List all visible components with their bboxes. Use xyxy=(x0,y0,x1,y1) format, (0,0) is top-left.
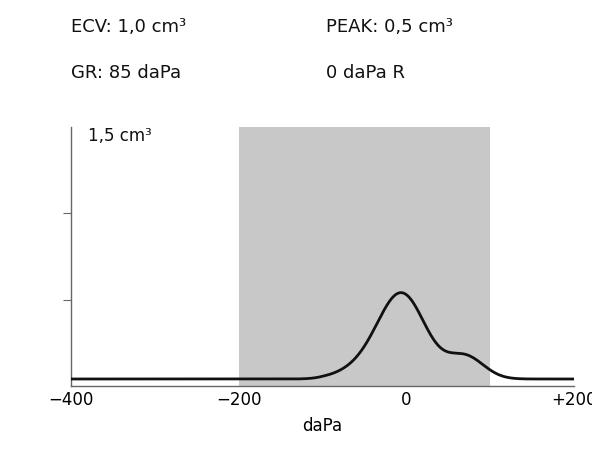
Text: GR: 85 daPa: GR: 85 daPa xyxy=(71,64,181,82)
Bar xyxy=(239,127,490,386)
Text: 1,5 cm³: 1,5 cm³ xyxy=(88,127,152,145)
X-axis label: daPa: daPa xyxy=(303,417,343,435)
Text: PEAK: 0,5 cm³: PEAK: 0,5 cm³ xyxy=(326,18,452,36)
Text: 0 daPa R: 0 daPa R xyxy=(326,64,404,82)
Text: ECV: 1,0 cm³: ECV: 1,0 cm³ xyxy=(71,18,186,36)
